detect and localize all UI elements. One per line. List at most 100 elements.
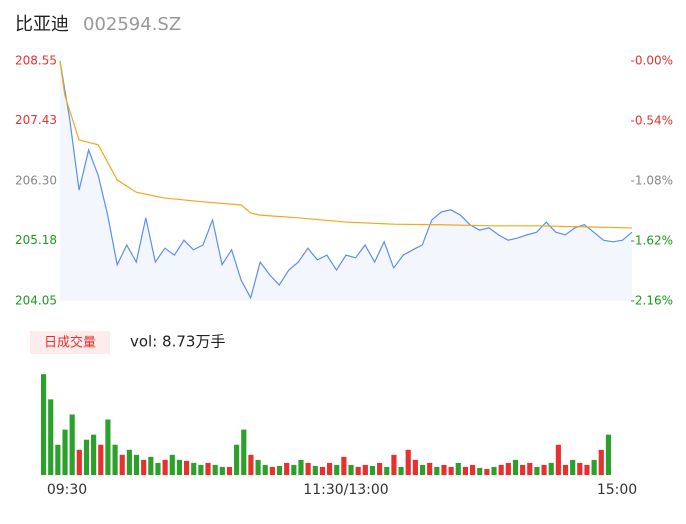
volume-bar	[226, 466, 233, 475]
volume-bar	[191, 462, 197, 475]
volume-bar	[434, 466, 440, 475]
volume-bar	[377, 462, 383, 475]
y-tick-label: 205.18	[15, 233, 57, 247]
volume-bar	[55, 444, 61, 475]
volume-bar	[62, 429, 68, 475]
volume-bar	[141, 459, 147, 475]
volume-bar	[441, 464, 447, 475]
y-tick-label: 207.43	[15, 113, 57, 127]
volume-bar	[598, 449, 604, 475]
volume-bar	[334, 464, 340, 475]
volume-bar	[462, 466, 468, 475]
volume-bar	[91, 434, 97, 475]
volume-bar	[541, 464, 547, 475]
volume-bar	[398, 466, 404, 475]
volume-bar	[570, 459, 576, 475]
stock-name: 比亚迪	[15, 14, 69, 35]
price-area	[60, 61, 632, 301]
volume-bar	[291, 464, 297, 475]
volume-bar	[484, 468, 490, 475]
volume-bar	[605, 434, 611, 475]
volume-bar	[427, 462, 433, 475]
y-tick-label: 208.55	[15, 54, 57, 68]
volume-bar	[162, 459, 168, 475]
volume-bar	[248, 454, 254, 475]
volume-bar	[112, 444, 118, 475]
volume-bar	[119, 454, 125, 475]
volume-bar	[105, 419, 111, 475]
y2-tick-label: -1.08%	[631, 174, 673, 188]
volume-bar	[591, 459, 597, 475]
volume-bar	[448, 466, 454, 475]
volume-bar	[269, 466, 275, 475]
volume-bar	[155, 462, 161, 475]
y-tick-label: 204.05	[15, 294, 57, 308]
volume-bar	[505, 462, 511, 475]
volume-bar	[48, 399, 54, 475]
stock-code: 002594.SZ	[83, 14, 181, 35]
volume-bar	[498, 464, 504, 475]
volume-bar	[41, 374, 47, 475]
y2-tick-label: -2.16%	[631, 294, 673, 308]
volume-bar	[419, 464, 426, 475]
volume-bar	[126, 449, 132, 475]
volume-bar	[298, 459, 304, 475]
volume-bar	[405, 449, 411, 475]
y2-tick-label: -0.54%	[631, 114, 673, 128]
volume-badge: 日成交量	[44, 335, 96, 351]
volume-bar	[184, 460, 190, 475]
volume-bar	[455, 462, 461, 475]
volume-bar	[83, 439, 90, 475]
volume-bar	[548, 462, 554, 475]
x-tick-label: 09:30	[47, 482, 87, 498]
volume-bar	[212, 464, 218, 475]
volume-bar	[369, 465, 376, 475]
volume-bar	[362, 464, 368, 475]
volume-bar	[562, 464, 569, 475]
volume-bar	[241, 429, 247, 475]
volume-bar	[198, 464, 204, 475]
volume-bar	[133, 454, 140, 475]
volume-bar	[384, 466, 390, 475]
price-line	[59, 60, 633, 300]
volume-bar	[262, 464, 268, 475]
volume-bar	[176, 459, 182, 475]
volume-bar	[169, 454, 175, 475]
volume-bar	[312, 465, 318, 475]
volume-bar	[577, 462, 583, 475]
volume-bar	[348, 464, 354, 475]
volume-bar	[319, 466, 325, 475]
volume-bar	[76, 449, 82, 475]
volume-bar	[412, 459, 418, 475]
volume-bar	[205, 462, 211, 475]
volume-bar	[219, 466, 225, 475]
volume-bar	[555, 444, 561, 475]
volume-bar	[477, 467, 483, 475]
volume-badge-bg	[30, 331, 110, 354]
volume-bar	[341, 456, 347, 475]
volume-bar	[584, 464, 590, 475]
volume-bar	[69, 414, 75, 475]
volume-bar	[491, 466, 497, 475]
volume-bar	[527, 462, 533, 475]
y2-tick-label: -1.62%	[631, 234, 673, 248]
volume-bar	[98, 444, 104, 475]
volume-bar	[276, 465, 283, 475]
volume-bar	[520, 464, 526, 475]
x-tick-label: 15:00	[597, 482, 637, 498]
volume-bar	[512, 459, 519, 475]
volume-bar	[305, 462, 311, 475]
price-line	[59, 60, 633, 229]
volume-bar	[327, 462, 333, 475]
y-tick-label: 206.30	[15, 174, 57, 188]
volume-bar	[284, 462, 290, 475]
y2-tick-label: -0.00%	[631, 54, 673, 68]
volume-bar	[255, 459, 261, 475]
volume-label: vol: 8.73万手	[130, 333, 225, 351]
volume-bar	[234, 444, 240, 475]
volume-bar	[391, 454, 397, 475]
volume-bar	[148, 456, 154, 475]
volume-bar	[534, 466, 540, 475]
x-tick-label: 11:30/13:00	[303, 482, 388, 498]
volume-bar	[355, 466, 361, 475]
